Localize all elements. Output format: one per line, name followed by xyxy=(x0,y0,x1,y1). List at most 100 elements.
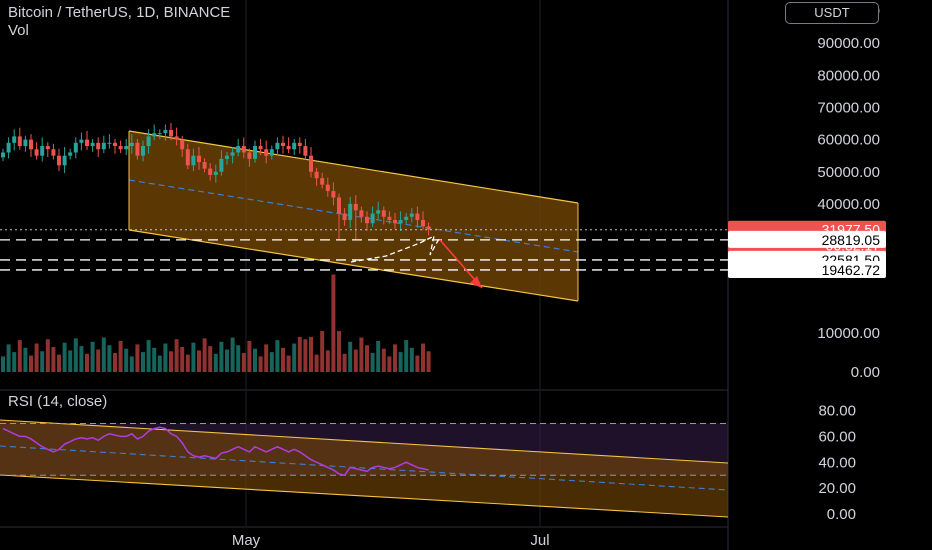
price-tick-label: 90000.00 xyxy=(817,35,880,52)
candle-body xyxy=(376,210,381,214)
volume-tick-label: 10000.00 xyxy=(817,325,880,342)
time-axis[interactable]: May Jul xyxy=(232,532,550,549)
candle-body xyxy=(264,149,269,156)
volume-bar xyxy=(107,345,112,372)
volume-bar xyxy=(376,340,381,372)
rsi-label: RSI (14, close) xyxy=(8,393,108,410)
candle-body xyxy=(325,184,330,192)
candle-body xyxy=(219,158,224,172)
channel-fill xyxy=(129,131,578,301)
candle-body xyxy=(247,152,252,159)
volume-bar xyxy=(62,342,67,372)
volume-tick-label: 0.00 xyxy=(851,364,880,381)
candle-body xyxy=(40,146,45,156)
volume-bar xyxy=(197,350,201,372)
candle-body xyxy=(275,142,280,150)
volume-bar xyxy=(348,341,353,372)
rsi-channel-midline xyxy=(0,445,729,491)
volume-bar xyxy=(90,341,95,372)
candle-body xyxy=(191,155,196,166)
candle-body xyxy=(17,136,22,147)
volume-bar xyxy=(292,343,297,372)
rsi-tick-label: 0.00 xyxy=(827,506,856,523)
volume-bar xyxy=(241,352,246,372)
candle-body xyxy=(23,139,28,147)
volume-bar xyxy=(174,339,179,372)
volume-bar xyxy=(281,347,285,372)
volume-bar xyxy=(180,346,185,372)
price-channel xyxy=(128,130,579,302)
candle-body xyxy=(62,155,67,166)
volume-bar xyxy=(6,344,11,372)
volume-bar xyxy=(219,341,224,372)
candle-body xyxy=(393,219,397,224)
candle-body xyxy=(79,139,84,143)
volume-bar xyxy=(387,356,392,372)
candle-body xyxy=(387,216,392,220)
volume-bar xyxy=(236,345,241,372)
volume-bar xyxy=(342,353,347,372)
rsi-line xyxy=(2,426,429,477)
candle-body xyxy=(269,149,274,156)
candle-body xyxy=(253,146,257,159)
volume-bar xyxy=(12,352,17,372)
volume-bar xyxy=(230,337,235,372)
volume-bar xyxy=(325,350,330,372)
volume-bar xyxy=(68,350,73,372)
volume-bar xyxy=(101,337,106,372)
currency-button[interactable]: USDT xyxy=(785,2,879,24)
volume-bar xyxy=(353,349,358,372)
candle-body xyxy=(202,162,207,169)
candle-body xyxy=(337,197,341,214)
volume-bar xyxy=(29,355,33,372)
down-arrow-head xyxy=(470,276,482,288)
volume-bar xyxy=(135,344,140,372)
candle-body xyxy=(51,149,56,156)
volume-bar xyxy=(286,355,291,372)
candle-body xyxy=(370,213,375,224)
candle-body xyxy=(197,155,201,163)
volume-bar xyxy=(409,347,414,372)
candle-body xyxy=(331,191,336,198)
candle-body xyxy=(163,129,168,134)
volume-bar xyxy=(303,339,308,372)
volume-bar xyxy=(124,348,129,372)
candle-body xyxy=(404,216,409,220)
volume-bar xyxy=(96,349,101,372)
price-tick-label: 40000.00 xyxy=(817,196,880,213)
volume-bar xyxy=(208,346,213,372)
candle-body xyxy=(113,142,117,147)
candle-body xyxy=(409,213,414,217)
candle-body xyxy=(309,155,313,172)
candle-body xyxy=(141,146,145,156)
volume-bar xyxy=(163,343,168,372)
volume-bar xyxy=(370,352,375,372)
candle-body xyxy=(225,155,229,159)
rsi-channel-bottom xyxy=(0,474,729,518)
candle-body xyxy=(118,146,123,150)
volume-bar xyxy=(381,348,386,372)
candle-body xyxy=(303,146,308,156)
volume-bar xyxy=(421,343,425,372)
level-price-tag xyxy=(728,260,886,278)
candle-body xyxy=(68,152,73,156)
candle-body xyxy=(107,142,112,144)
candle-body xyxy=(258,146,263,150)
candle-body xyxy=(34,149,39,156)
candle-body xyxy=(129,142,134,147)
candle-body xyxy=(292,142,297,150)
volume-bar xyxy=(79,346,84,372)
candle-body xyxy=(281,142,285,147)
volume-bar xyxy=(129,356,134,372)
candle-body xyxy=(415,213,420,220)
price-axis[interactable]: 1090000.0080000.0070000.0060000.0050000.… xyxy=(728,3,886,523)
candle-body xyxy=(314,171,319,179)
volume-bar xyxy=(152,347,157,372)
price-tick-label: 60000.00 xyxy=(817,132,880,149)
volume-bar xyxy=(57,354,61,372)
volume-bar xyxy=(157,355,162,372)
volume-bar xyxy=(17,340,22,372)
candle-body xyxy=(57,155,61,166)
volume-bar xyxy=(40,351,45,372)
